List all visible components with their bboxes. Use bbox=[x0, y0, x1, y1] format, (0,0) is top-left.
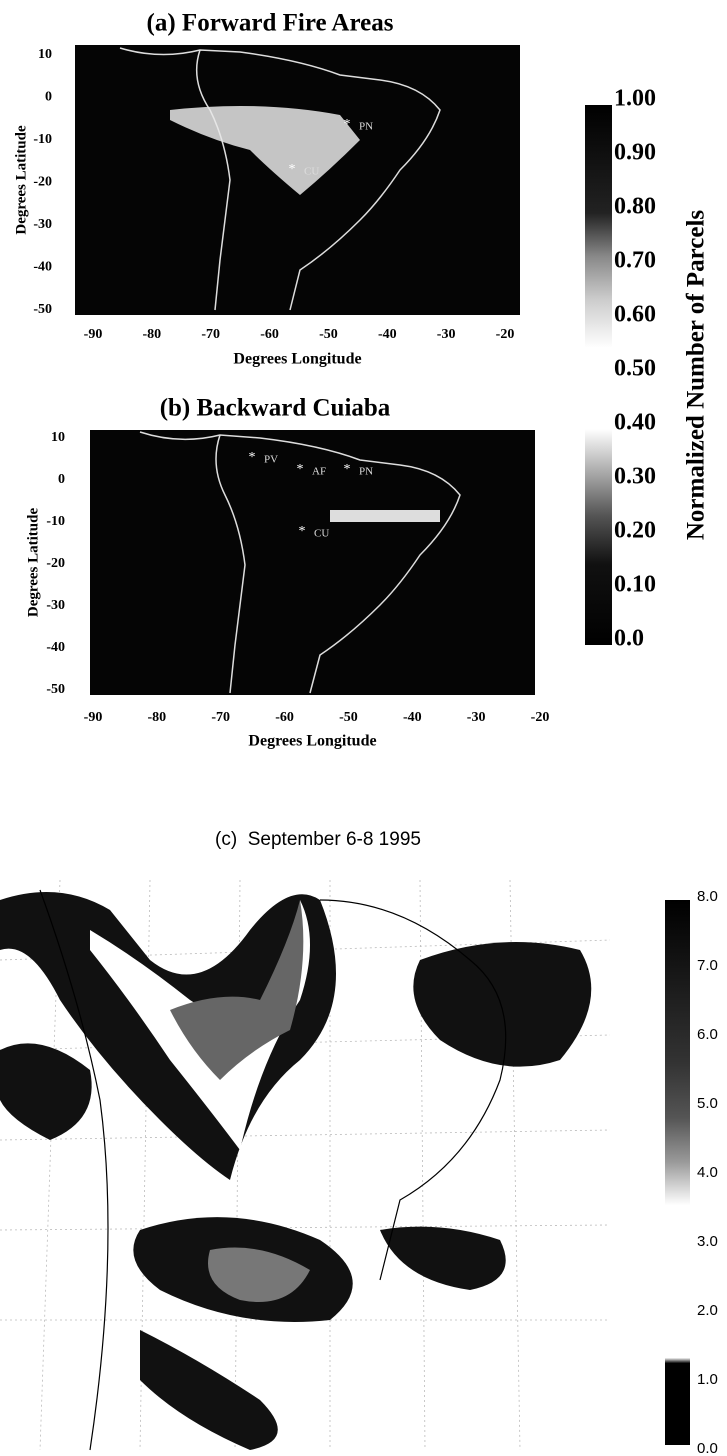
y-tick-label: -50 bbox=[33, 302, 52, 317]
site-marker: * bbox=[299, 524, 306, 539]
colorbar-tick-label: 0.90 bbox=[614, 140, 656, 166]
colorbar-tick-label: 0.70 bbox=[614, 248, 656, 274]
colorbar-tick-label: 0.30 bbox=[614, 464, 656, 490]
y-tick-label: -20 bbox=[46, 556, 65, 571]
colorbar-tick-label: 0.60 bbox=[614, 302, 656, 328]
site-marker: * bbox=[344, 117, 351, 132]
x-tick-label: -50 bbox=[319, 327, 338, 342]
site-label: CU bbox=[304, 166, 319, 178]
y-tick-label: -30 bbox=[33, 217, 52, 232]
colorbar-tick-label: 0.0 bbox=[697, 1440, 718, 1456]
y-tick-label: 0 bbox=[45, 90, 52, 105]
y-tick-label: -50 bbox=[46, 682, 65, 697]
y-tick-label: -40 bbox=[33, 260, 52, 275]
colorbar-tick-label: 0.10 bbox=[614, 572, 656, 598]
x-tick-label: -50 bbox=[339, 710, 358, 725]
x-tick-label: -40 bbox=[378, 327, 397, 342]
x-tick-label: -40 bbox=[403, 710, 422, 725]
site-label: PV bbox=[264, 454, 278, 466]
x-tick-label: -80 bbox=[148, 710, 167, 725]
colorbar-tick-label: 0.20 bbox=[614, 518, 656, 544]
y-tick-label: -20 bbox=[33, 175, 52, 190]
colorbar-top bbox=[585, 105, 612, 645]
y-tick-label: -10 bbox=[33, 132, 52, 147]
site-label: PN bbox=[359, 466, 373, 478]
y-tick-label: -30 bbox=[46, 598, 65, 613]
y-tick-label: -40 bbox=[46, 640, 65, 655]
y-tick-label: 10 bbox=[51, 430, 65, 445]
map-c bbox=[0, 875, 611, 1456]
x-tick-label: -80 bbox=[143, 327, 162, 342]
colorbar-tick-label: 8.0 bbox=[697, 888, 718, 905]
colorbar-tick-label: 2.0 bbox=[697, 1302, 718, 1319]
colorbar-tick-label: 1.0 bbox=[697, 1371, 718, 1388]
x-tick-label: -20 bbox=[496, 327, 515, 342]
panel-title: (c) September 6-8 1995 bbox=[215, 829, 421, 850]
map-a bbox=[75, 45, 520, 315]
x-axis-label: Degrees Longitude bbox=[233, 351, 361, 368]
x-tick-label: -90 bbox=[84, 710, 103, 725]
colorbar-tick-label: 0.50 bbox=[614, 356, 656, 382]
x-tick-label: -70 bbox=[201, 327, 220, 342]
y-tick-label: 10 bbox=[38, 47, 52, 62]
x-tick-label: -20 bbox=[531, 710, 550, 725]
site-label: CU bbox=[314, 528, 329, 540]
colorbar-tick-label: 5.0 bbox=[697, 1095, 718, 1112]
x-tick-label: -30 bbox=[467, 710, 486, 725]
x-tick-label: -30 bbox=[437, 327, 456, 342]
panel-title: (a) Forward Fire Areas bbox=[147, 10, 394, 37]
site-marker: * bbox=[297, 462, 304, 477]
colorbar-tick-label: 6.0 bbox=[697, 1026, 718, 1043]
y-tick-label: 0 bbox=[58, 472, 65, 487]
x-tick-label: -60 bbox=[260, 327, 279, 342]
colorbar-tick-label: 0.80 bbox=[614, 194, 656, 220]
map-b bbox=[90, 430, 535, 695]
x-tick-label: -90 bbox=[84, 327, 103, 342]
x-tick-label: -70 bbox=[211, 710, 230, 725]
colorbar-label: Normalized Number of Parcels bbox=[683, 210, 710, 541]
site-marker: * bbox=[289, 162, 296, 177]
y-tick-label: -10 bbox=[46, 514, 65, 529]
x-axis-label: Degrees Longitude bbox=[248, 733, 376, 750]
colorbar-tick-label: 7.0 bbox=[697, 957, 718, 974]
site-marker: * bbox=[344, 462, 351, 477]
site-label: PN bbox=[359, 121, 373, 133]
colorbar-tick-label: 3.0 bbox=[697, 1233, 718, 1250]
colorbar-tick-label: 0.0 bbox=[614, 626, 644, 652]
x-tick-label: -60 bbox=[275, 710, 294, 725]
colorbar-tick-label: 0.40 bbox=[614, 410, 656, 436]
y-axis-label: Degrees Latitude bbox=[25, 508, 41, 618]
site-label: AF bbox=[312, 466, 326, 478]
site-marker: * bbox=[249, 450, 256, 465]
y-axis-label: Degrees Latitude bbox=[13, 125, 29, 235]
colorbar-bottom bbox=[665, 900, 690, 1445]
colorbar-tick-label: 4.0 bbox=[697, 1164, 718, 1181]
colorbar-tick-label: 1.00 bbox=[614, 86, 656, 112]
panel-title: (b) Backward Cuiaba bbox=[160, 395, 391, 422]
